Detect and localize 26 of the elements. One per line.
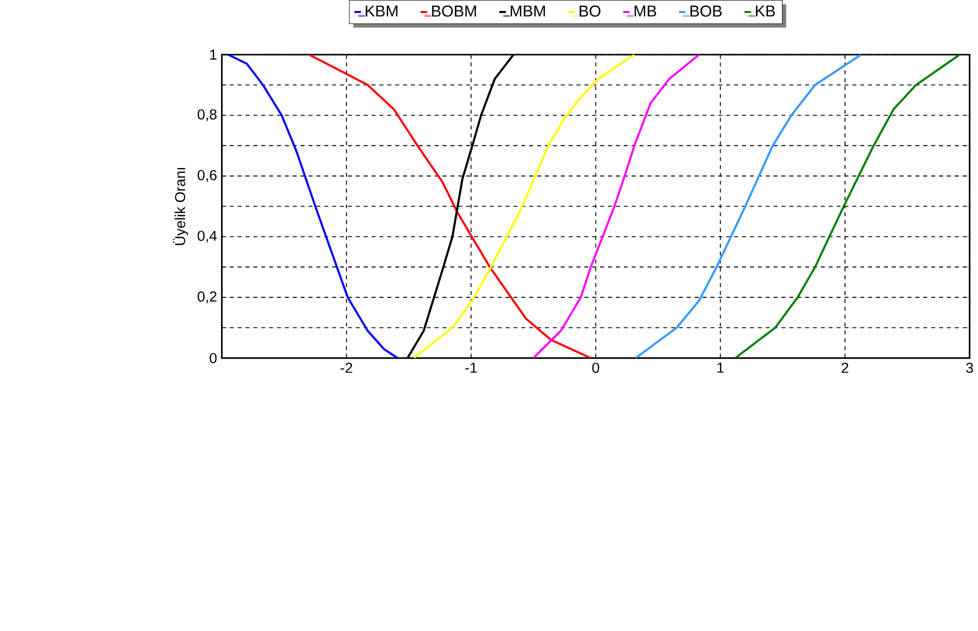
legend-label: KBM	[366, 6, 398, 16]
x-tick-label: 0	[592, 362, 600, 373]
y-tick-label: 1	[210, 50, 216, 60]
x-tick-label: -2	[340, 362, 352, 373]
y-tick-label: 0,6	[198, 170, 217, 182]
legend-label: MBM	[510, 6, 545, 16]
x-tick-label: 3	[966, 362, 973, 373]
x-tick-label: 2	[842, 362, 848, 373]
y-tick-label: 0	[210, 352, 217, 364]
y-tick-label: 0,2	[198, 291, 216, 304]
line-series	[227, 54, 399, 358]
y-tick-label: 0,8	[198, 109, 217, 122]
x-tick-label: -1	[465, 362, 477, 373]
line-series	[412, 54, 636, 358]
x-tick-label: 1	[717, 362, 724, 373]
line-series	[308, 54, 592, 358]
y-axis-title: Üyelik Oranı	[173, 168, 188, 245]
line-series	[634, 54, 862, 358]
line-series	[734, 54, 961, 358]
y-tick-label: 0,4	[198, 230, 217, 243]
legend-label: BOBM	[432, 5, 476, 17]
line-series	[532, 54, 700, 358]
legend-label: KB	[756, 6, 775, 16]
legend-label: BOB	[690, 5, 722, 17]
legend-label: BO	[580, 5, 600, 17]
legend-label: MB	[634, 6, 656, 16]
